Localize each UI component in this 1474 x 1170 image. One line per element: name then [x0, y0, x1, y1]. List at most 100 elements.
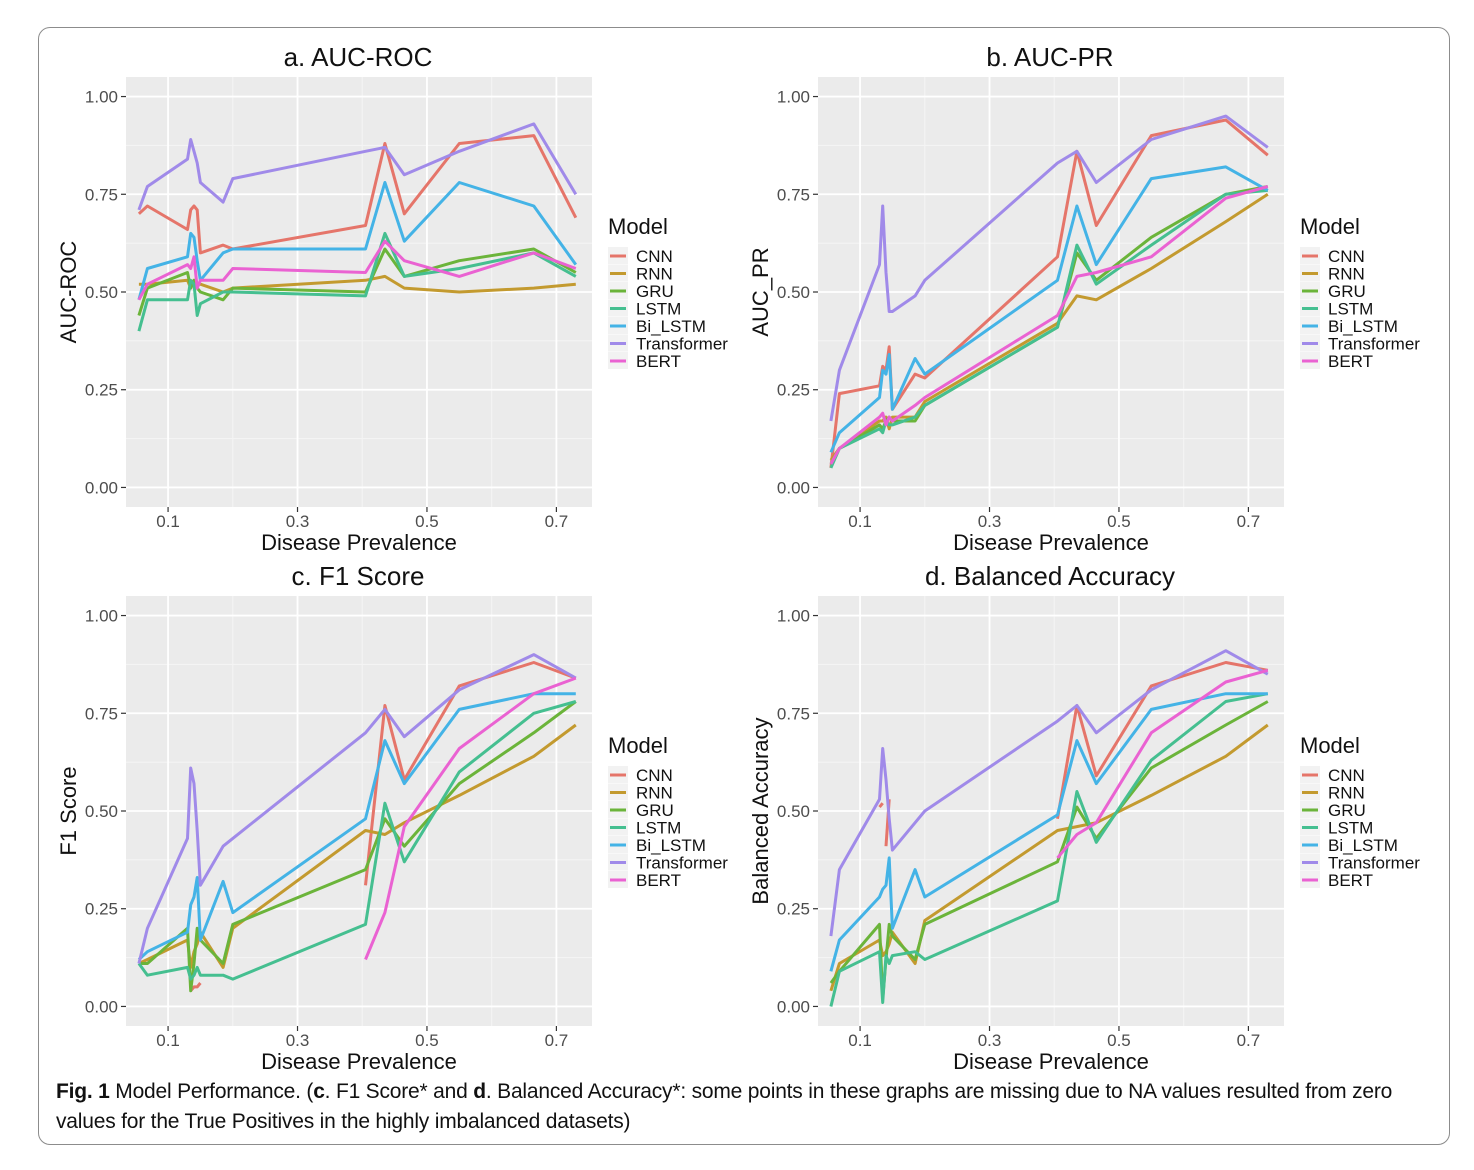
legend-label-lstm: LSTM: [1328, 819, 1373, 838]
y-tick-label: 0.75: [85, 185, 118, 204]
x-tick-label: 0.5: [1107, 1031, 1131, 1050]
legend-label-transformer: Transformer: [636, 335, 728, 354]
x-tick-label: 0.7: [545, 1031, 569, 1050]
chart-panel-4: 0.1 0.3 0.5 0.7 0.00 0.25 0.50 0.75 1.00 d. Balan…: [748, 561, 1420, 1074]
series-line-bert: [137, 239, 577, 301]
caption-d-letter: d: [473, 1080, 486, 1103]
series-line-lstm: [829, 188, 1268, 469]
chart-title: b. AUC-PR: [986, 42, 1113, 72]
series-line-bi_lstm: [829, 692, 1268, 972]
series-line-cnn: [1056, 661, 1269, 820]
legend-label-lstm: LSTM: [636, 300, 681, 319]
legend-label-bi_lstm: Bi_LSTM: [636, 317, 706, 336]
x-tick-label: 0.3: [978, 1031, 1002, 1050]
legend-label-lstm: LSTM: [1328, 300, 1373, 319]
caption-fig-label: Fig. 1: [56, 1080, 110, 1103]
legend-label-bi_lstm: Bi_LSTM: [636, 836, 706, 855]
legend-label-rnn: RNN: [636, 784, 673, 803]
caption-c-text: . F1 Score* and: [324, 1080, 474, 1103]
series-line-cnn: [878, 802, 884, 809]
series-line-bi_lstm: [137, 181, 578, 301]
series-line-bert: [829, 185, 1269, 465]
series-line-gru: [137, 247, 577, 316]
legend-label-cnn: CNN: [636, 766, 673, 785]
y-tick-label: 0.50: [85, 283, 118, 302]
legend-label-rnn: RNN: [636, 265, 673, 284]
x-tick-label: 0.5: [415, 1031, 439, 1050]
legend-label-bert: BERT: [1328, 871, 1373, 890]
x-axis-label: Disease Prevalence: [261, 1049, 457, 1074]
legend-label-bert: BERT: [636, 871, 681, 890]
x-axis-label: Disease Prevalence: [261, 530, 457, 555]
y-tick-label: 1.00: [777, 607, 810, 626]
y-tick-label: 0.00: [777, 478, 810, 497]
x-tick-label: 0.7: [1237, 512, 1261, 531]
legend-label-transformer: Transformer: [1328, 854, 1420, 873]
legend-label-rnn: RNN: [1328, 784, 1365, 803]
y-tick-label: 1.00: [777, 88, 810, 107]
series-line-gru: [829, 185, 1269, 465]
legend-label-bi_lstm: Bi_LSTM: [1328, 317, 1398, 336]
figure-caption: Fig. 1 Model Performance. (c. F1 Score* …: [56, 1077, 1436, 1137]
y-tick-label: 0.25: [777, 381, 810, 400]
x-tick-label: 0.7: [1237, 1031, 1261, 1050]
chart-panel-2: 0.1 0.3 0.5 0.7 0.00 0.25 0.50 0.75 1.00 b. AUC-P…: [748, 42, 1420, 555]
y-tick-label: 0.75: [777, 185, 810, 204]
legend-label-gru: GRU: [636, 801, 674, 820]
series-line-transformer: [137, 122, 578, 211]
legend-title: Model: [1300, 733, 1360, 758]
y-tick-label: 0.25: [85, 381, 118, 400]
series-line-transformer: [137, 653, 577, 964]
legend-title: Model: [608, 733, 668, 758]
y-tick-label: 0.75: [777, 704, 810, 723]
x-tick-label: 0.7: [545, 512, 569, 531]
caption-intro: Model Performance. (: [109, 1080, 314, 1103]
series-line-cnn: [137, 134, 578, 255]
legend-title: Model: [608, 214, 668, 239]
y-axis-label: AUC-ROC: [56, 241, 81, 344]
series-line-bi_lstm: [829, 165, 1269, 453]
y-axis-label: F1 Score: [56, 766, 81, 855]
legend-label-transformer: Transformer: [636, 854, 728, 873]
y-tick-label: 0.00: [85, 997, 118, 1016]
legend-label-bi_lstm: Bi_LSTM: [1328, 836, 1398, 855]
caption-d-text: . Balanced Accuracy*: some points in the…: [56, 1080, 1393, 1133]
y-tick-label: 0.25: [777, 900, 810, 919]
legend-label-cnn: CNN: [1328, 247, 1365, 266]
x-tick-label: 0.3: [978, 512, 1002, 531]
series-line-bi_lstm: [137, 692, 576, 961]
chart-title: c. F1 Score: [292, 561, 425, 591]
x-tick-label: 0.5: [1107, 512, 1131, 531]
caption-c-letter: c: [313, 1080, 325, 1103]
x-tick-label: 0.5: [415, 512, 439, 531]
series-line-lstm: [829, 692, 1269, 1007]
legend-label-bert: BERT: [636, 352, 681, 371]
chart-title: d. Balanced Accuracy: [925, 561, 1175, 591]
x-axis-label: Disease Prevalence: [953, 530, 1149, 555]
x-tick-label: 0.3: [286, 512, 310, 531]
chart-title: a. AUC-ROC: [284, 42, 433, 72]
legend-label-gru: GRU: [1328, 801, 1366, 820]
legend-label-bert: BERT: [1328, 352, 1373, 371]
y-tick-label: 0.75: [85, 704, 118, 723]
series-line-bert: [1056, 668, 1269, 859]
series-line-bert: [364, 676, 577, 961]
y-axis-label: AUC_PR: [748, 247, 773, 336]
chart-panel-1: 0.1 0.3 0.5 0.7 0.00 0.25 0.50 0.75 1.00 a. AUC-R…: [56, 42, 728, 555]
x-tick-label: 0.1: [848, 512, 872, 531]
x-axis-label: Disease Prevalence: [953, 1049, 1149, 1074]
legend-label-cnn: CNN: [636, 247, 673, 266]
x-tick-label: 0.3: [286, 1031, 310, 1050]
legend-title: Model: [1300, 214, 1360, 239]
y-axis-label: Balanced Accuracy: [748, 717, 773, 904]
y-tick-label: 0.50: [85, 802, 118, 821]
y-tick-label: 1.00: [85, 88, 118, 107]
legend-label-gru: GRU: [1328, 282, 1366, 301]
y-tick-label: 1.00: [85, 607, 118, 626]
series-line-cnn: [364, 661, 577, 886]
series-line-transformer: [829, 114, 1269, 422]
